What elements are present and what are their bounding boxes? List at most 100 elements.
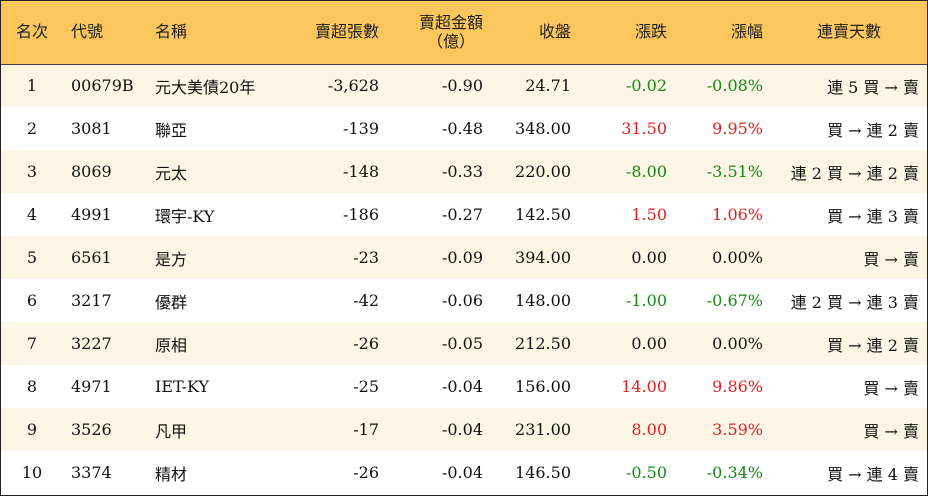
cell-sell-amount: -0.48 bbox=[441, 119, 483, 138]
cell-rank: 8 bbox=[26, 377, 38, 396]
cell-sell-amount: -0.05 bbox=[441, 334, 483, 353]
header-name: 名稱 bbox=[145, 1, 291, 65]
cell-change: 31.50 bbox=[621, 119, 667, 138]
cell-sell-amount: -0.33 bbox=[441, 162, 483, 181]
cell-close: 142.50 bbox=[515, 205, 571, 224]
header-sell-volume: 賣超張數 bbox=[291, 1, 387, 65]
cell-change-pct: -0.34% bbox=[706, 463, 763, 482]
cell-streak: 買 → 賣 bbox=[863, 421, 919, 441]
header-code: 代號 bbox=[63, 1, 145, 65]
cell-rank: 9 bbox=[26, 420, 38, 439]
cell-close: 394.00 bbox=[515, 248, 571, 267]
cell-close: 156.00 bbox=[515, 377, 571, 396]
cell-streak: 買 → 賣 bbox=[863, 249, 919, 269]
cell-sell-volume: -3,628 bbox=[327, 76, 379, 96]
cell-name: 是方 bbox=[155, 249, 188, 269]
table-row: 5 6561 是方 -23 -0.09 394.00 0.00 0.00% 買 → 賣 bbox=[1, 236, 927, 279]
cell-code: 00679B bbox=[71, 76, 134, 96]
cell-rank: 1 bbox=[26, 76, 38, 96]
cell-close: 146.50 bbox=[515, 463, 571, 482]
cell-change: 14.00 bbox=[621, 377, 667, 396]
table-row: 2 3081 聯亞 -139 -0.48 348.00 31.50 9.95% 買 → 連 2 … bbox=[1, 107, 927, 150]
cell-sell-amount: -0.90 bbox=[441, 76, 483, 96]
header-sell-amount-line1: 賣超金額 bbox=[418, 13, 483, 33]
header-change-pct: 漲幅 bbox=[675, 1, 771, 65]
cell-sell-amount: -0.27 bbox=[441, 205, 483, 224]
table-row: 8 4971 IET-KY -25 -0.04 156.00 14.00 9.86% 買 → 賣 bbox=[1, 365, 927, 408]
cell-name: 聯亞 bbox=[155, 120, 188, 140]
cell-streak: 買 → 連 2 賣 bbox=[827, 335, 919, 355]
cell-name: IET-KY bbox=[155, 377, 210, 396]
cell-name: 元大美債20年 bbox=[155, 77, 256, 97]
cell-sell-volume: -23 bbox=[353, 248, 379, 267]
table-row: 9 3526 凡甲 -17 -0.04 231.00 8.00 3.59% 買 → 賣 bbox=[1, 408, 927, 451]
cell-change-pct: 9.86% bbox=[712, 377, 763, 396]
cell-code: 8069 bbox=[71, 162, 112, 181]
cell-code: 6561 bbox=[71, 248, 112, 267]
cell-streak: 連 2 買 → 連 2 賣 bbox=[790, 163, 919, 183]
cell-streak: 買 → 連 2 賣 bbox=[827, 120, 919, 140]
header-row: 名次 代號 名稱 賣超張數 賣超金額 （億） 收盤 漲跌 漲幅 連賣天數 bbox=[1, 1, 927, 65]
cell-change: 0.00 bbox=[631, 334, 667, 353]
cell-close: 231.00 bbox=[515, 420, 571, 439]
cell-change: -1.00 bbox=[625, 291, 667, 310]
cell-name: 環宇-KY bbox=[155, 206, 215, 226]
cell-code: 4991 bbox=[71, 205, 112, 224]
cell-change-pct: -3.51% bbox=[706, 162, 763, 181]
table-row: 1 00679B 元大美債20年 -3,628 -0.90 24.71 -0.02 -0.08… bbox=[1, 64, 927, 107]
cell-sell-amount: -0.06 bbox=[441, 291, 483, 310]
header-rank: 名次 bbox=[1, 1, 63, 65]
cell-name: 優群 bbox=[155, 292, 188, 312]
cell-rank: 10 bbox=[21, 463, 43, 482]
cell-code: 3526 bbox=[71, 420, 112, 439]
cell-code: 3227 bbox=[71, 334, 112, 353]
cell-sell-volume: -42 bbox=[353, 291, 379, 310]
header-sell-amount: 賣超金額 （億） bbox=[387, 1, 491, 65]
cell-rank: 2 bbox=[26, 119, 38, 138]
cell-sell-volume: -26 bbox=[353, 463, 379, 482]
cell-change: -0.50 bbox=[625, 463, 667, 482]
cell-name: 原相 bbox=[155, 335, 188, 355]
cell-close: 220.00 bbox=[515, 162, 571, 181]
cell-close: 212.50 bbox=[515, 334, 571, 353]
cell-change: -8.00 bbox=[625, 162, 667, 181]
cell-name: 凡甲 bbox=[155, 421, 188, 441]
cell-code: 3217 bbox=[71, 291, 112, 310]
cell-sell-amount: -0.04 bbox=[441, 377, 483, 396]
cell-change-pct: -0.08% bbox=[706, 76, 763, 96]
cell-change-pct: 1.06% bbox=[712, 205, 763, 224]
header-streak: 連賣天數 bbox=[771, 1, 927, 65]
table-row: 3 8069 元太 -148 -0.33 220.00 -8.00 -3.51% 連 2 買 →… bbox=[1, 150, 927, 193]
cell-name: 精材 bbox=[155, 464, 188, 484]
cell-sell-amount: -0.09 bbox=[441, 248, 483, 267]
cell-close: 148.00 bbox=[515, 291, 571, 310]
cell-change: 8.00 bbox=[631, 420, 667, 439]
header-close: 收盤 bbox=[491, 1, 579, 65]
cell-sell-volume: -17 bbox=[353, 420, 379, 439]
cell-rank: 5 bbox=[26, 248, 38, 267]
cell-rank: 7 bbox=[26, 334, 38, 353]
cell-close: 348.00 bbox=[515, 119, 571, 138]
cell-change-pct: 0.00% bbox=[712, 334, 763, 353]
header-sell-amount-line2: （億） bbox=[426, 32, 475, 52]
cell-code: 3081 bbox=[71, 119, 112, 138]
table-row: 4 4991 環宇-KY -186 -0.27 142.50 1.50 1.06% 買 → 連 … bbox=[1, 193, 927, 236]
header-change: 漲跌 bbox=[579, 1, 675, 65]
table-row: 6 3217 優群 -42 -0.06 148.00 -1.00 -0.67% 連 2 買 → … bbox=[1, 279, 927, 322]
cell-code: 3374 bbox=[71, 463, 112, 482]
cell-sell-amount: -0.04 bbox=[441, 420, 483, 439]
cell-change: -0.02 bbox=[625, 76, 667, 96]
cell-change: 0.00 bbox=[631, 248, 667, 267]
cell-sell-volume: -25 bbox=[353, 377, 379, 396]
cell-sell-volume: -26 bbox=[353, 334, 379, 353]
cell-change-pct: 9.95% bbox=[712, 119, 763, 138]
cell-rank: 3 bbox=[26, 162, 38, 181]
cell-streak: 買 → 連 3 賣 bbox=[827, 206, 919, 226]
cell-change-pct: 0.00% bbox=[712, 248, 763, 267]
cell-change: 1.50 bbox=[631, 205, 667, 224]
cell-name: 元太 bbox=[155, 163, 188, 183]
cell-streak: 買 → 賣 bbox=[863, 378, 919, 398]
cell-sell-volume: -139 bbox=[343, 119, 379, 138]
table-row: 7 3227 原相 -26 -0.05 212.50 0.00 0.00% 買 → 連 2 賣 bbox=[1, 322, 927, 365]
